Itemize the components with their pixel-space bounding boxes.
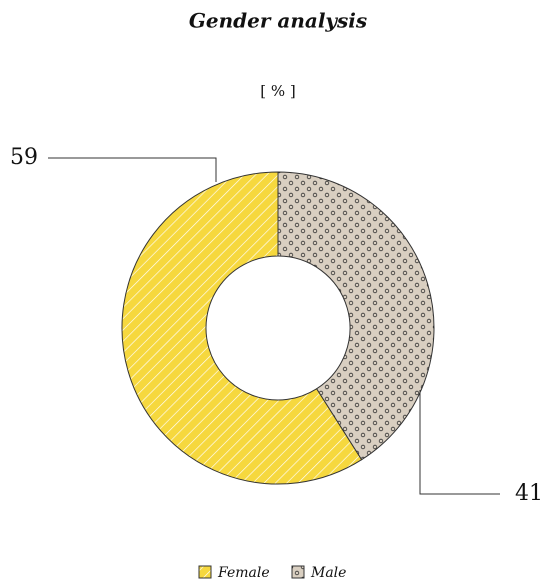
leader-line xyxy=(48,157,217,182)
legend-label: Male xyxy=(310,565,346,581)
legend-swatch xyxy=(198,565,212,579)
legend-swatch xyxy=(291,565,305,579)
chart-title: Gender analysis xyxy=(189,9,367,33)
chart-subtitle: [ % ] xyxy=(260,82,296,100)
legend-label: Female xyxy=(217,565,270,581)
data-label: 59 xyxy=(10,145,38,170)
donut-slice xyxy=(121,171,363,485)
leader-line xyxy=(419,390,500,495)
donut-slice xyxy=(277,171,435,461)
data-label: 41 xyxy=(515,481,543,506)
